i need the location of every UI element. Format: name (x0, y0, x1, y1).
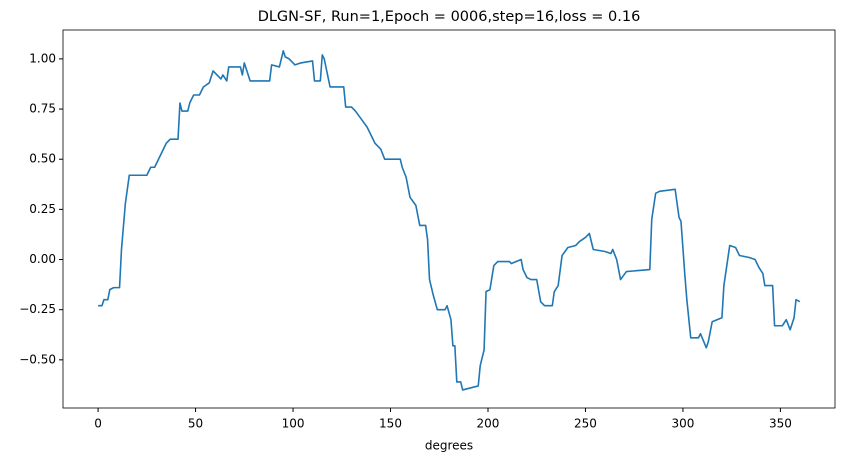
y-tick-label: −0.25 (19, 302, 56, 316)
x-axis-label: degrees (425, 439, 473, 453)
x-tick-label: 0 (94, 417, 102, 431)
chart-title: DLGN-SF, Run=1,Epoch = 0006,step=16,loss… (258, 9, 641, 25)
y-tick-label: 0.00 (29, 252, 56, 266)
x-tick-label: 350 (769, 417, 792, 431)
x-tick-label: 250 (574, 417, 597, 431)
x-tick-label: 300 (671, 417, 694, 431)
y-tick-label: 1.00 (29, 51, 56, 65)
y-tick-label: 0.25 (29, 202, 56, 216)
y-tick-label: −0.50 (19, 352, 56, 366)
y-tick-label: 0.75 (29, 102, 56, 116)
x-tick-label: 50 (188, 417, 203, 431)
y-tick-label: 0.50 (29, 152, 56, 166)
x-tick-label: 200 (477, 417, 500, 431)
x-tick-label: 100 (282, 417, 305, 431)
x-tick-label: 150 (379, 417, 402, 431)
plot-frame (62, 29, 836, 409)
data-line (98, 50, 801, 391)
